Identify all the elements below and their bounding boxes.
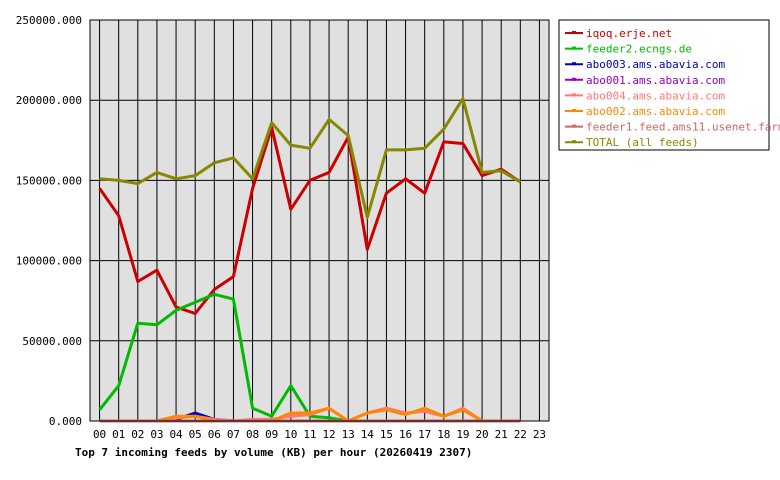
x-tick-label: 01	[112, 428, 125, 441]
x-axis: 00 01 02 03 04 05 06 07 08 09 10 11 12 13 14 15 16 17 18 19…	[93, 428, 546, 441]
x-tick-label: 23	[533, 428, 546, 441]
x-tick-label: 16	[399, 428, 412, 441]
legend-marker	[572, 140, 576, 144]
legend-label: TOTAL (all feeds)	[586, 136, 699, 149]
x-tick-label: 04	[169, 428, 183, 441]
legend-label: feeder2.ecngs.de	[586, 43, 692, 56]
legend-label: abo003.ams.abavia.com	[586, 58, 725, 71]
legend: iqoq.erje.net feeder2.ecngs.de abo003.ams.…	[558, 19, 780, 151]
x-tick-label: 18	[437, 428, 450, 441]
legend-marker	[572, 31, 576, 34]
x-tick-label: 00	[93, 428, 106, 441]
series-line-5	[99, 406, 521, 423]
y-tick-label: 200000.000	[16, 94, 82, 107]
x-tick-label: 21	[495, 428, 508, 441]
legend-marker	[572, 93, 576, 97]
x-tick-label: 13	[342, 428, 355, 441]
y-tick-label: 0.000	[49, 415, 82, 428]
x-tick-label: 08	[246, 428, 259, 441]
y-tick-label: 100000.000	[16, 255, 82, 268]
y-tick-label: 50000.000	[22, 335, 82, 348]
x-tick-label: 10	[284, 428, 297, 441]
y-axis: 0.000 50000.000 100000.000 150000.000 200000…	[16, 14, 82, 428]
x-tick-label: 06	[208, 428, 221, 441]
x-tick-label: 12	[322, 428, 335, 441]
legend-label: iqoq.erje.net	[586, 27, 672, 40]
legend-box	[558, 19, 770, 151]
y-tick-label: 150000.000	[16, 174, 82, 187]
series-line-7	[99, 97, 522, 219]
legend-label: abo001.ams.abavia.com	[586, 74, 725, 87]
legend-marker	[572, 77, 576, 81]
legend-marker	[572, 46, 576, 50]
chart-title: Top 7 incoming feeds by volume (KB) per …	[75, 446, 472, 459]
legend-label: abo002.ams.abavia.com	[586, 105, 725, 118]
y-tick-label: 250000.000	[16, 14, 82, 27]
x-tick-label: 15	[380, 428, 393, 441]
x-tick-label: 11	[303, 428, 316, 441]
x-tick-label: 03	[150, 428, 163, 441]
x-tick-label: 05	[189, 428, 202, 441]
legend-label: feeder1.feed.ams11.usenet.farm	[586, 121, 780, 134]
legend-marker	[572, 109, 576, 112]
x-tick-label: 17	[418, 428, 431, 441]
legend-label: abo004.ams.abavia.com	[586, 89, 725, 102]
legend-marker	[572, 62, 576, 66]
legend-marker	[572, 124, 576, 128]
x-tick-label: 20	[475, 428, 488, 441]
series-line-0	[98, 126, 522, 315]
plot-frame	[89, 19, 550, 422]
plot-background	[90, 20, 549, 421]
x-tick-label: 02	[131, 428, 144, 441]
x-tick-label: 14	[361, 428, 375, 441]
x-tick-label: 22	[514, 428, 527, 441]
x-tick-label: 19	[456, 428, 469, 441]
x-tick-label: 07	[227, 428, 240, 441]
x-tick-label: 09	[265, 428, 278, 441]
